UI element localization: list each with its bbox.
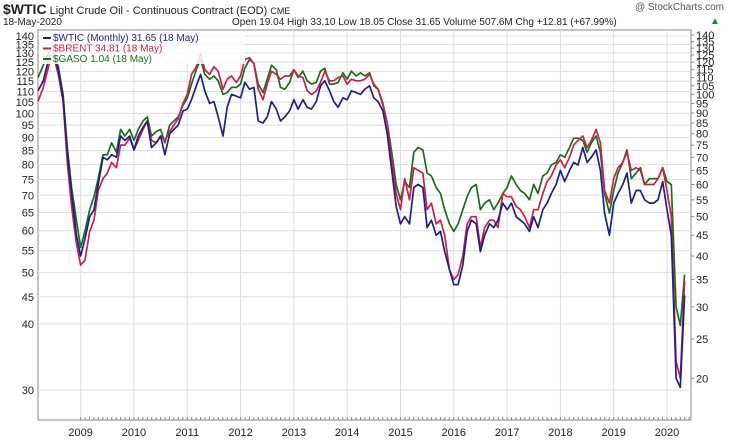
left-tick-label: 120	[16, 66, 34, 78]
chart-date: 18-May-2020	[3, 17, 62, 28]
right-tick-label: 95	[696, 98, 708, 110]
left-tick-label: 140	[16, 31, 34, 43]
ohlc-stats: Open 19.04 High 33.10 Low 18.05 Close 31…	[232, 17, 617, 28]
x-tick-label: 2018	[548, 427, 572, 439]
left-tick-label: 110	[16, 86, 34, 98]
left-tick-label: 130	[16, 48, 34, 60]
x-tick-label: 2019	[601, 427, 625, 439]
left-tick-label: 100	[16, 108, 34, 120]
right-tick-label: 110	[696, 73, 714, 85]
grid	[38, 30, 691, 420]
left-tick-label: 135	[16, 39, 34, 51]
right-tick-label: 100	[696, 89, 714, 101]
right-tick-label: 120	[696, 57, 714, 69]
legend-entry: $BRENT 34.81 (18 May)	[53, 44, 162, 55]
right-tick-label: 70	[696, 152, 708, 164]
left-tick-label: 40	[22, 319, 34, 331]
right-tick-label: 85	[696, 118, 708, 130]
right-tick-label: 50	[696, 212, 708, 224]
series-line-gaso	[37, 49, 686, 327]
symbol-label: $WTIC	[3, 1, 47, 17]
right-tick-label: 105	[696, 81, 714, 93]
left-tick-label: 50	[22, 268, 34, 280]
left-tick-label: 30	[22, 385, 34, 397]
left-tick-label: 115	[16, 76, 34, 88]
left-tick-label: 70	[22, 190, 34, 202]
right-tick-label: 130	[696, 43, 714, 55]
legend-box	[40, 31, 245, 64]
right-tick-label: 75	[696, 140, 708, 152]
right-tick-label: 20	[696, 373, 708, 385]
right-tick-label: 80	[696, 129, 708, 141]
right-tick-label: 40	[696, 251, 708, 263]
x-tick-label: 2011	[175, 427, 199, 439]
left-tick-label: 55	[22, 246, 34, 258]
right-tick-label: 30	[696, 302, 708, 314]
series-line-wtic	[37, 54, 686, 389]
right-tick-label: 115	[696, 65, 714, 77]
left-tick-label: 60	[22, 226, 34, 238]
chart-header: $WTIC Light Crude Oil - Continuous Contr…	[3, 1, 290, 17]
x-tick-label: 2013	[282, 427, 306, 439]
right-tick-label: 25	[696, 334, 708, 346]
exchange-label: CME	[270, 6, 291, 16]
watermark: @ StockCharts.com	[634, 2, 724, 13]
right-tick-label: 125	[696, 50, 714, 62]
right-tick-label: 60	[696, 179, 708, 191]
legend-entry: $GASO 1.04 (18 May)	[53, 54, 152, 65]
legend: $WTIC (Monthly) 31.65 (18 May)$BRENT 34.…	[40, 31, 245, 65]
x-tick-label: 2009	[68, 427, 92, 439]
left-tick-label: 95	[22, 120, 34, 132]
instrument-description: Light Crude Oil - Continuous Contract (E…	[49, 5, 268, 17]
x-tick-label: 2016	[442, 427, 466, 439]
x-tick-label: 2010	[122, 427, 146, 439]
left-tick-label: 125	[16, 57, 34, 69]
x-tick-label: 2020	[655, 427, 679, 439]
right-tick-label: 135	[696, 36, 714, 48]
right-tick-label: 35	[696, 275, 708, 287]
left-tick-label: 105	[16, 97, 34, 109]
right-tick-label: 90	[696, 108, 708, 120]
x-tick-label: 2015	[388, 427, 412, 439]
x-tick-label: 2014	[335, 427, 359, 439]
axes: 1401351301251201151101051009590858075706…	[16, 30, 715, 439]
left-tick-label: 90	[22, 133, 34, 145]
x-tick-label: 2012	[228, 427, 252, 439]
right-tick-label: 45	[696, 230, 708, 242]
left-tick-label: 85	[22, 146, 34, 158]
right-tick-label: 140	[696, 30, 714, 42]
left-tick-label: 45	[22, 292, 34, 304]
series	[37, 49, 686, 389]
right-tick-label: 55	[696, 195, 708, 207]
left-tick-label: 65	[22, 207, 34, 219]
right-tick-label: 65	[696, 165, 708, 177]
left-tick-label: 75	[22, 174, 34, 186]
legend-entry: $WTIC (Monthly) 31.65 (18 May)	[53, 33, 199, 44]
up-arrow-icon: ▲	[710, 16, 720, 27]
left-tick-label: 80	[22, 160, 34, 172]
x-tick-label: 2017	[495, 427, 519, 439]
